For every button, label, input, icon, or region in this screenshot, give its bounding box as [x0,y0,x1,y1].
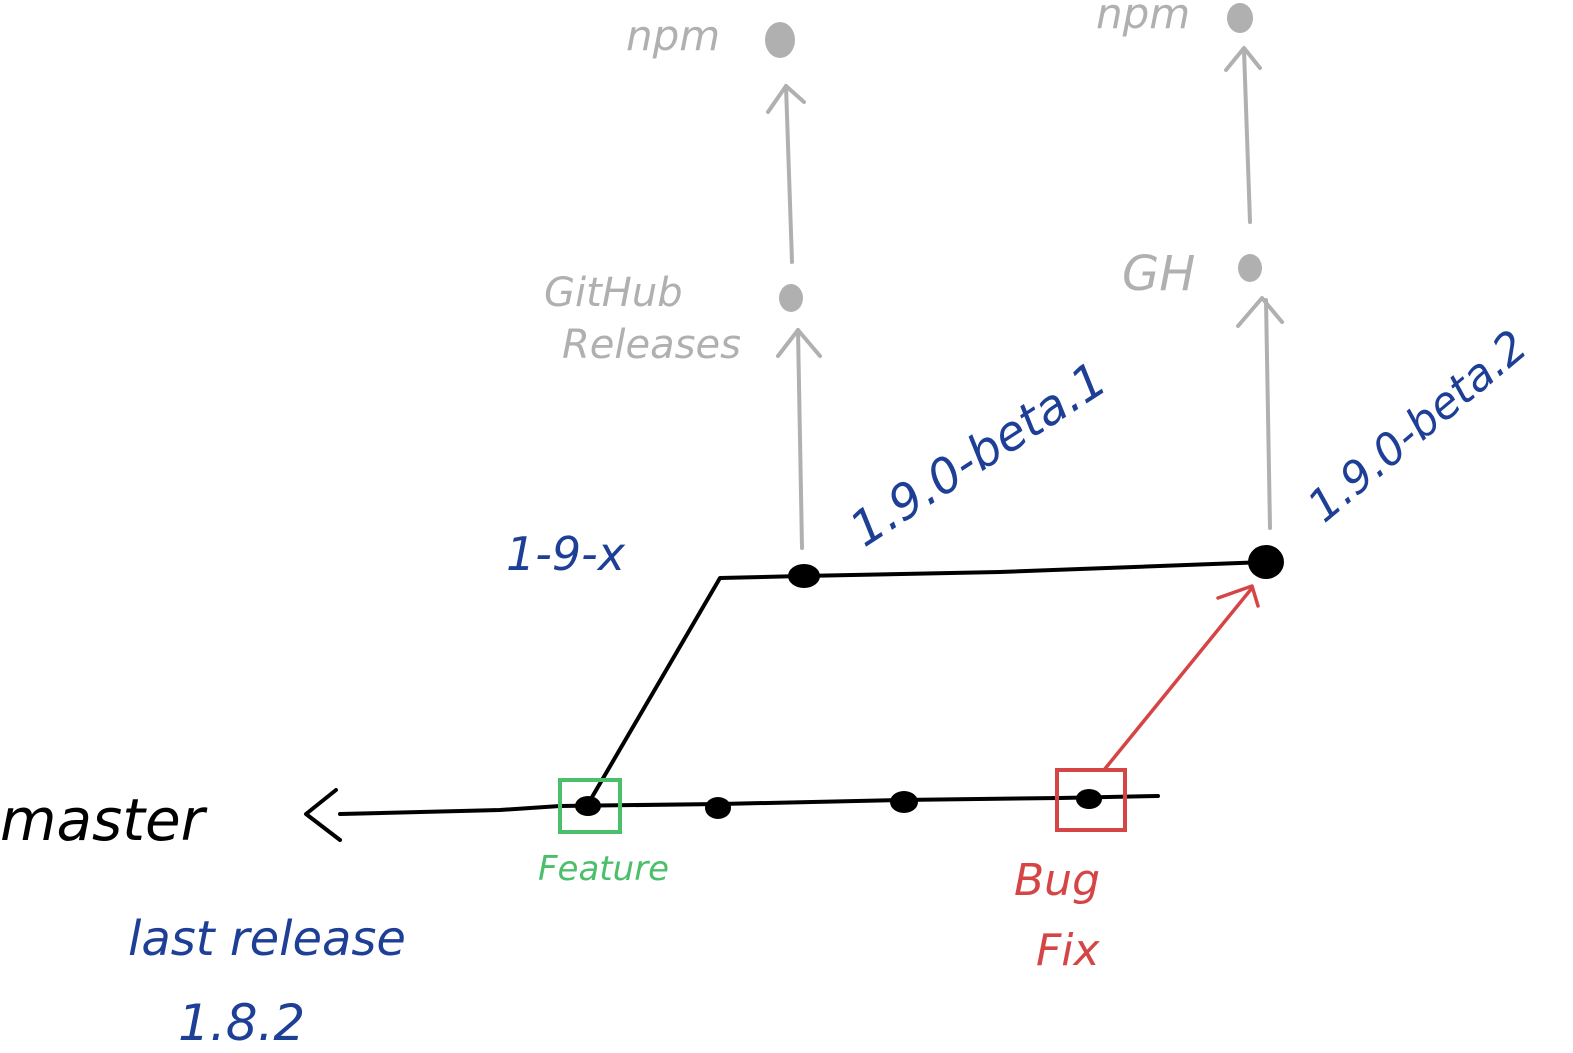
feature-label: Feature [538,849,669,889]
npm-right-arrowhead-icon [1224,46,1262,72]
beta2-gh-arrowhead-icon [1236,296,1284,328]
commit-feature [575,796,601,816]
github-releases-node [779,284,803,312]
commit-master-3 [890,791,918,813]
beta1-to-github-line [796,328,804,550]
beta2-to-gh-line [1264,298,1272,530]
commit-beta2 [1248,545,1284,579]
master-label: master [0,786,208,854]
release-branch-line [586,560,1268,806]
master-arrowhead-icon [304,788,342,842]
commit-master-2 [705,797,731,819]
beta1-github-arrowhead-icon [776,328,822,358]
gh-node [1238,254,1262,282]
npm-left-label: npm [626,11,720,60]
commit-bugfix [1076,789,1102,809]
bugfix-highlight-box [1055,768,1127,832]
npm-right-label: npm [1096,0,1190,38]
gh-label: GH [1122,246,1195,302]
last-release-label: last release [128,911,406,967]
npm-left-node [765,22,795,58]
npm-right-node [1227,3,1253,33]
bug-label: Bug [1014,855,1100,906]
gh-to-npm-line-right [1242,48,1252,224]
cherry-pick-arrowhead-icon [1216,584,1260,608]
cherry-pick-arrow-line [1102,586,1254,772]
beta1-label: 1.9.0-beta.1 [840,351,1117,558]
master-branch-line [338,794,1160,816]
github-releases-label-line1: GitHub [544,270,683,316]
fix-label: Fix [1036,925,1101,976]
commit-beta1 [788,564,820,588]
github-releases-label-line2: Releases [562,322,741,368]
feature-highlight-box [558,778,622,834]
last-release-version: 1.8.2 [178,994,305,1052]
beta2-label: 1.9.0-beta.2 [1298,320,1537,532]
github-to-npm-line-left [784,84,794,264]
npm-left-arrowhead-icon [766,84,806,114]
branch-label: 1-9-x [506,527,626,581]
